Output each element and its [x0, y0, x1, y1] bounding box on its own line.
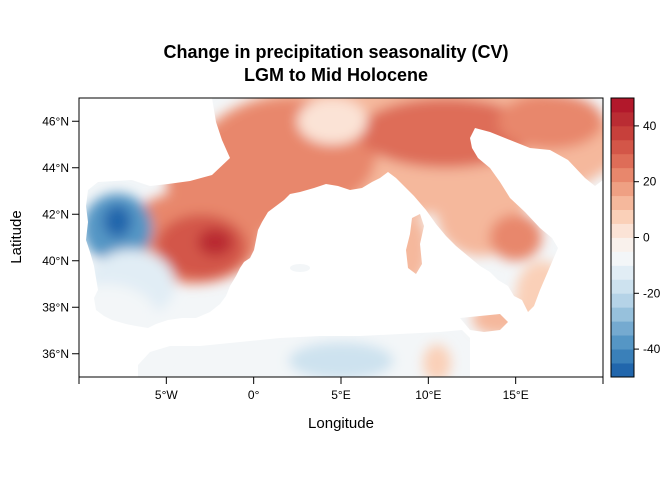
y-tick-label-5: 46°N — [42, 114, 69, 128]
x-tick-label-4: 15°E — [503, 388, 529, 402]
colorbar-tick-label-3: -20 — [643, 286, 661, 300]
field-anomaly-21 — [423, 344, 452, 377]
field-anomaly-15 — [103, 204, 132, 238]
field-anomaly-11 — [515, 260, 569, 331]
colorbar-bin-7 — [611, 265, 634, 280]
colorbar-bin-17 — [611, 125, 634, 141]
field-anomaly-20 — [148, 356, 289, 377]
field-anomaly-12 — [393, 214, 429, 284]
colorbar-tick-label-2: 0 — [643, 231, 650, 245]
colorbar-bin-10 — [611, 223, 634, 238]
colorbar-bin-5 — [611, 293, 634, 308]
colorbar-bin-6 — [611, 279, 634, 294]
colorbar-bin-0 — [611, 363, 634, 378]
colorbar-bin-3 — [611, 321, 634, 336]
x-axis-label: Longitude — [308, 415, 374, 432]
colorbar-bin-15 — [611, 153, 634, 169]
x-tick-label-0: 5°W — [155, 388, 178, 402]
colorbar-bin-8 — [611, 251, 634, 266]
colorbar-tick-label-1: 20 — [643, 175, 657, 189]
field-anomaly-8 — [197, 228, 233, 257]
x-tick-label-2: 5°E — [331, 388, 350, 402]
colorbar-bin-4 — [611, 307, 634, 322]
colorbar-bin-2 — [611, 335, 634, 350]
colorbar-bin-11 — [611, 209, 634, 224]
x-tick-label-1: 0° — [248, 388, 260, 402]
y-tick-label-3: 42°N — [42, 207, 69, 221]
colorbar-bin-1 — [611, 349, 634, 364]
precipitation-field — [79, 98, 603, 377]
colorbar-tick-label-4: -40 — [643, 342, 661, 356]
field-anomaly-19 — [288, 342, 394, 377]
y-tick-label-0: 36°N — [42, 347, 69, 361]
colorbar-bin-18 — [611, 111, 634, 127]
colorbar-bin-13 — [611, 181, 634, 197]
field-anomaly-5 — [297, 98, 368, 145]
latitude-axis: 36°N 38°N 40°N 42°N 44°N 46°N — [42, 114, 79, 361]
field-anomaly-3 — [358, 98, 534, 168]
colorbar-bin-19 — [611, 98, 634, 113]
y-tick-label-2: 40°N — [42, 254, 69, 268]
longitude-axis: 5°W 0° 5°E 10°E 15°E — [78, 376, 604, 402]
y-tick-label-4: 44°N — [42, 161, 69, 175]
colorbar-tick-label-0: 40 — [643, 119, 657, 133]
field-anomaly-10 — [489, 214, 542, 261]
colorbar-bin-12 — [611, 195, 634, 210]
chart-title-line1: Change in precipitation seasonality (CV) — [163, 42, 509, 62]
field-anomaly-17 — [79, 284, 158, 354]
colorbar-bin-9 — [611, 237, 634, 252]
y-tick-label-1: 38°N — [42, 300, 69, 314]
colorbar: 40 20 0 -20 -40 — [610, 97, 661, 378]
chart-title-line2: LGM to Mid Holocene — [244, 65, 428, 85]
colorbar-bin-14 — [611, 167, 634, 183]
field-anomaly-4 — [498, 98, 603, 150]
field-anomaly-13 — [472, 302, 525, 336]
y-axis-label: Latitude — [8, 210, 25, 263]
x-tick-label-3: 10°E — [415, 388, 441, 402]
colorbar-bin-16 — [611, 139, 634, 155]
